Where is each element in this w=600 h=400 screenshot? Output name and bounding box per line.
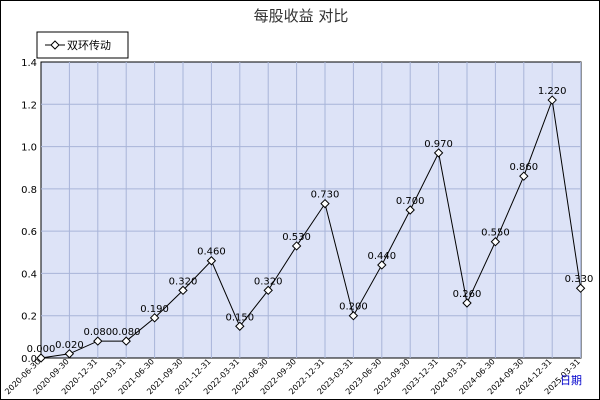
data-labels: 0.000 0.020 0.080 0.080 0.190 0.320 0.460 0.150… [27, 86, 594, 355]
y-tick-label: 1.0 [21, 143, 37, 154]
data-value-label: 0.970 [424, 139, 453, 150]
data-value-label: 0.330 [565, 274, 594, 285]
y-tick-label: 0.2 [21, 312, 37, 323]
data-value-label: 0.260 [453, 289, 482, 300]
data-value-label: 0.000 [27, 344, 56, 355]
data-point-marker [121, 336, 131, 346]
data-point-marker [263, 285, 273, 296]
data-point-marker [377, 260, 387, 270]
chart-title: 每股收益 对比 [254, 7, 349, 25]
data-point-marker [149, 313, 160, 323]
data-point-marker [462, 298, 472, 308]
y-tick-label: 0.4 [21, 269, 37, 280]
data-point-marker [206, 256, 217, 266]
y-tick-label: 0.6 [21, 227, 37, 238]
data-point-marker [547, 95, 557, 105]
data-value-label: 0.320 [169, 276, 198, 287]
y-axis-ticks: 0.0 0.2 0.4 0.6 0.8 1.0 1.2 1.4 [21, 58, 37, 365]
legend-diamond-marker [50, 40, 60, 50]
data-value-label: 1.220 [538, 86, 567, 97]
data-point-marker [291, 241, 302, 251]
data-value-label: 0.020 [55, 340, 84, 351]
data-value-label: 0.730 [311, 190, 340, 201]
legend-entry: 双环传动 [67, 39, 111, 52]
data-points [36, 95, 586, 363]
data-value-label: 0.550 [481, 228, 510, 239]
data-point-marker [348, 311, 359, 321]
data-value-label: 0.320 [254, 276, 283, 287]
x-axis-label: 日期 [560, 374, 582, 387]
y-tick-label: 0.8 [21, 185, 37, 196]
data-value-label: 0.860 [509, 162, 538, 173]
data-value-label: 0.200 [339, 302, 368, 313]
y-tick-label: 1.2 [21, 100, 37, 111]
data-value-label: 0.080 [112, 327, 141, 338]
data-point-marker [320, 198, 330, 209]
data-value-label: 0.460 [197, 247, 226, 258]
plot-area [40, 61, 582, 359]
data-point-marker [36, 353, 46, 363]
data-value-label: 0.150 [225, 312, 254, 323]
data-point-marker [93, 336, 103, 346]
legend: 双环传动 [36, 31, 129, 59]
data-value-label: 0.700 [396, 196, 425, 207]
data-point-marker [519, 171, 529, 181]
y-tick-label: 0.0 [21, 354, 37, 365]
data-value-label: 0.080 [83, 327, 112, 338]
data-point-marker [433, 148, 444, 158]
y-tick-label: 1.4 [21, 58, 37, 69]
x-axis-ticks: 2020-06-302020-09-302020-12-312021-03-31… [3, 357, 582, 396]
data-point-marker [490, 237, 501, 247]
data-value-label: 0.190 [140, 304, 169, 315]
data-point-marker [178, 285, 188, 296]
data-point-marker [64, 349, 75, 359]
data-point-marker [575, 283, 586, 293]
series-line [40, 98, 582, 359]
data-value-label: 0.440 [367, 251, 396, 262]
data-point-marker [235, 321, 245, 331]
data-value-label: 0.530 [282, 232, 311, 243]
grid-lines [41, 62, 582, 358]
data-point-marker [405, 205, 415, 215]
